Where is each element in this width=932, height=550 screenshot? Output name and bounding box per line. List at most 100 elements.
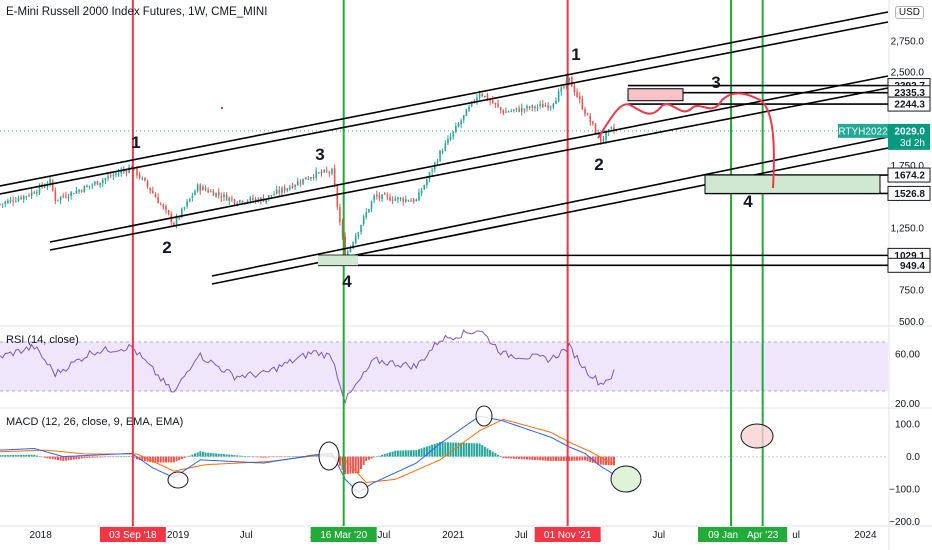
macd-histogram-bar	[481, 445, 484, 457]
macd-histogram-bar	[257, 456, 260, 458]
candle-body	[157, 196, 159, 204]
annotation-ellipse	[740, 423, 774, 449]
candle-body	[578, 96, 581, 100]
candle-body	[128, 167, 130, 173]
macd-histogram-bar	[425, 446, 428, 457]
candle-body	[339, 207, 341, 223]
candle-body	[241, 200, 244, 203]
macd-histogram-bar	[27, 454, 30, 457]
macd-histogram-bar	[122, 456, 125, 457]
candle-body	[465, 109, 468, 116]
macd-histogram-bar	[249, 456, 252, 458]
macd-histogram-bar	[93, 456, 96, 458]
time-tick-label: ul	[792, 530, 800, 541]
macd-histogram-bar	[70, 456, 73, 460]
candle-body	[476, 97, 478, 103]
candle-body	[233, 199, 236, 204]
macd-histogram-bar	[420, 448, 423, 457]
macd-histogram-bar	[565, 456, 568, 461]
macd-histogram-bar	[583, 456, 586, 461]
candle-body	[415, 199, 418, 202]
candle-body	[507, 111, 510, 113]
candle-body	[441, 151, 444, 153]
macd-histogram-bar	[338, 456, 341, 466]
candle-body	[518, 108, 520, 112]
macd-histogram-bar	[162, 456, 165, 463]
macd-histogram-bar	[130, 456, 133, 457]
candle-body	[141, 177, 144, 179]
wave-label: 3	[315, 145, 324, 164]
candle-body	[286, 188, 289, 191]
macd-histogram-bar	[544, 456, 547, 461]
macd-histogram-bar	[352, 456, 355, 474]
macd-histogram-bar	[581, 456, 584, 461]
macd-histogram-bar	[217, 453, 220, 457]
macd-histogram-bar	[14, 454, 17, 457]
price-label-text: 949.4	[900, 261, 925, 272]
candle-body	[99, 182, 101, 186]
candle-body	[499, 107, 502, 110]
macd-histogram-bar	[204, 452, 207, 457]
macd-histogram-bar	[462, 442, 465, 457]
candle-body	[62, 195, 65, 197]
symbol-label-text: RTYH2022	[838, 126, 888, 137]
candle-body	[167, 210, 170, 215]
macd-histogram-bar	[417, 449, 420, 457]
macd-histogram-bar	[597, 456, 600, 465]
candle-body	[602, 139, 605, 142]
candle-body	[165, 206, 167, 211]
candle-body	[542, 104, 544, 108]
macd-histogram-bar	[365, 456, 368, 461]
candle-body	[592, 121, 594, 124]
macd-histogram-bar	[468, 443, 471, 457]
macd-histogram-bar	[267, 456, 270, 458]
macd-tick-label: −100.0	[889, 484, 920, 495]
macd-histogram-bar	[531, 456, 534, 460]
candle-body	[115, 173, 117, 175]
candle-body	[586, 114, 589, 116]
candle-body	[431, 170, 433, 172]
resistance-zone	[627, 88, 684, 102]
candle-body	[563, 86, 565, 88]
candle-body	[557, 91, 560, 102]
currency-badge[interactable]: USD	[894, 6, 924, 19]
wave-label: 2	[162, 238, 171, 257]
macd-tick-label: 100.0	[895, 420, 920, 431]
candle-body	[404, 199, 407, 202]
macd-histogram-bar	[51, 456, 54, 460]
macd-histogram-bar	[507, 456, 510, 459]
candle-body	[328, 172, 331, 174]
candle-body	[159, 203, 162, 205]
candle-body	[455, 126, 457, 132]
macd-histogram-bar	[157, 456, 160, 463]
candle-body	[7, 200, 9, 203]
macd-histogram-bar	[441, 442, 444, 457]
macd-histogram-bar	[107, 456, 110, 458]
candle-body	[86, 186, 88, 188]
candle-body	[407, 200, 410, 202]
macd-histogram-bar	[136, 456, 139, 460]
annotation-ellipse	[475, 405, 493, 427]
wave-label: 4	[743, 192, 753, 211]
price-tick-label: 2,750.0	[891, 37, 925, 48]
macd-histogram-bar	[446, 442, 449, 457]
macd-histogram-bar	[170, 456, 173, 463]
candle-body	[462, 115, 465, 120]
candle-body	[183, 207, 186, 209]
candle-body	[478, 93, 481, 98]
macd-histogram-bar	[388, 452, 391, 457]
macd-histogram-bar	[154, 456, 157, 463]
candle-body	[104, 178, 107, 181]
time-tick-label: 2019	[167, 530, 190, 541]
candle-body	[107, 176, 109, 179]
macd-histogram-bar	[96, 456, 99, 458]
candle-body	[246, 201, 249, 203]
candle-body	[378, 195, 381, 198]
macd-histogram-bar	[415, 450, 418, 457]
macd-histogram-bar	[1, 455, 4, 457]
rsi-title: RSI (14, close)	[6, 334, 79, 346]
candle-body	[270, 195, 273, 197]
candle-body	[536, 106, 539, 108]
